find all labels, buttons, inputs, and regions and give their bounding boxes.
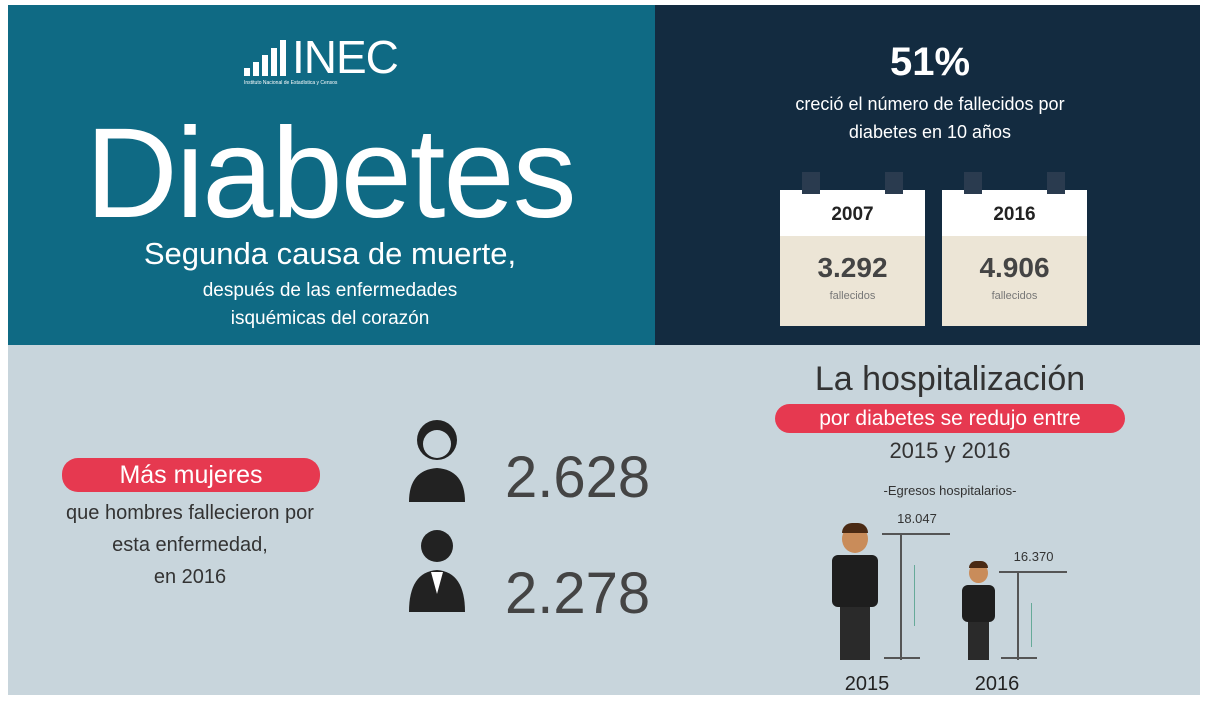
gender-text: que hombres fallecieron por	[20, 502, 360, 525]
iv-base	[1001, 657, 1037, 659]
year-label: 2015	[822, 673, 912, 696]
hospital-years: 2015 y 2016	[750, 438, 1150, 464]
iv-value: 18.047	[884, 511, 950, 526]
subtitle: Segunda causa de muerte,	[30, 236, 630, 272]
woman-icon	[405, 418, 470, 503]
person-body	[962, 585, 995, 622]
person-legs	[968, 622, 990, 660]
title: Diabetes	[30, 100, 630, 247]
calendar-value: 4.906	[942, 252, 1087, 284]
calendar-tab	[802, 172, 820, 194]
calendar-year: 2007	[780, 204, 925, 226]
iv-hanger	[999, 571, 1067, 573]
gender-text: esta enfermedad,	[20, 534, 360, 557]
logo-bars	[244, 40, 294, 78]
growth-text: creció el número de fallecidos por	[730, 94, 1130, 115]
hospital-title: La hospitalización	[750, 360, 1150, 399]
calendar-tab	[885, 172, 903, 194]
man-icon	[405, 528, 470, 613]
person-hair	[842, 523, 868, 533]
calendar-tab	[964, 172, 982, 194]
calendar-tab	[1047, 172, 1065, 194]
hospital-highlight: por diabetes se redujo entre	[775, 404, 1125, 433]
calendar-value: 3.292	[780, 252, 925, 284]
hospital-caption: -Egresos hospitalarios-	[750, 483, 1150, 498]
men-count: 2.278	[505, 560, 650, 627]
logo-caption: Instituto Nacional de Estadística y Cens…	[244, 80, 337, 86]
iv-line	[914, 565, 915, 626]
calendar-unit: fallecidos	[780, 290, 925, 302]
iv-hanger	[882, 533, 950, 535]
calendar-unit: fallecidos	[942, 290, 1087, 302]
gender-highlight: Más mujeres	[62, 458, 320, 492]
person-body	[832, 555, 878, 607]
person-hair	[969, 561, 988, 568]
person-legs	[840, 607, 870, 660]
year-label: 2016	[952, 673, 1042, 696]
logo: INEC	[292, 30, 398, 84]
note-line: isquémicas del corazón	[30, 308, 630, 330]
iv-pole	[1017, 573, 1019, 660]
women-count: 2.628	[505, 444, 650, 511]
infographic: INEC Instituto Nacional de Estadística y…	[0, 0, 1207, 701]
iv-pole	[900, 535, 902, 660]
calendar-year: 2016	[942, 204, 1087, 226]
iv-base	[884, 657, 920, 659]
iv-value: 16.370	[1001, 549, 1067, 564]
page: Diabetes INEC {"header": {"logo": "INEC"…	[0, 0, 1207, 701]
note-line: después de las enfermedades	[30, 280, 630, 302]
percent: 51%	[730, 40, 1130, 85]
gender-text: en 2016	[20, 566, 360, 589]
iv-line	[1031, 603, 1032, 647]
growth-text: diabetes en 10 años	[730, 122, 1130, 143]
